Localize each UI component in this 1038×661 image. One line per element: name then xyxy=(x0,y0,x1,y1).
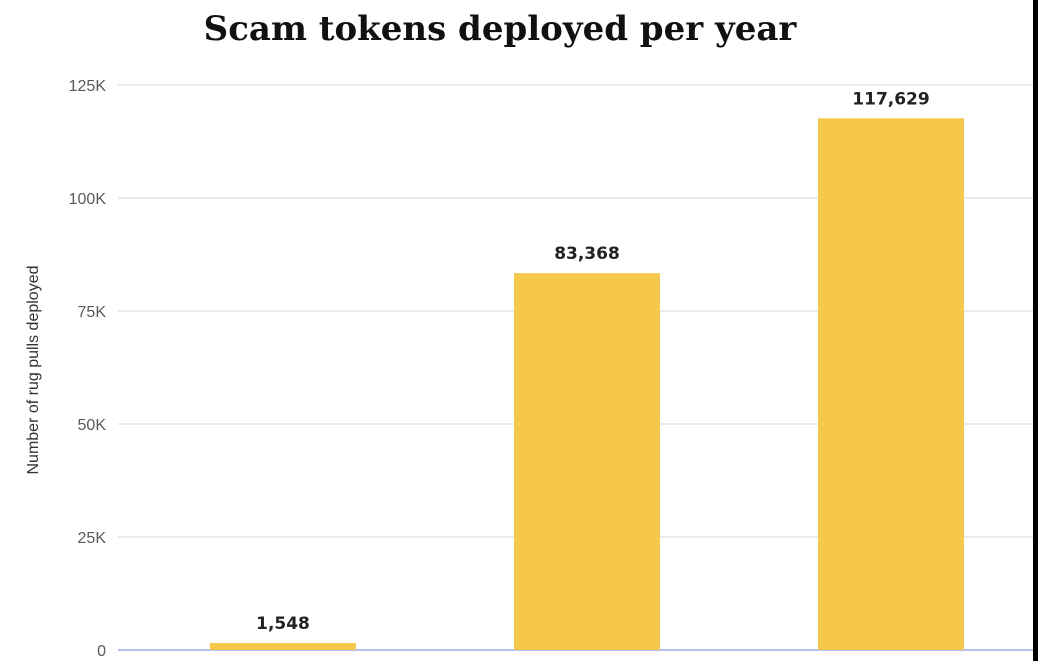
right-edge-border xyxy=(1033,0,1038,661)
y-axis-label: Number of rug pulls deployed xyxy=(25,265,42,474)
y-axis-ticks: 0 25K 50K 75K 100K 125K xyxy=(69,78,107,660)
bars xyxy=(210,118,964,651)
y-tick-label: 100K xyxy=(69,191,107,208)
bar xyxy=(514,273,660,650)
bar xyxy=(818,118,964,651)
bar-value-labels: 1,548 83,368 117,629 xyxy=(256,89,930,634)
y-tick-label: 125K xyxy=(69,78,107,95)
bar-value-label: 1,548 xyxy=(256,614,310,634)
y-tick-label: 25K xyxy=(78,530,107,547)
bar-value-label: 117,629 xyxy=(852,89,929,109)
y-tick-label: 75K xyxy=(78,304,107,321)
y-tick-label: 0 xyxy=(97,643,106,660)
y-tick-label: 50K xyxy=(78,417,107,434)
bar xyxy=(210,643,356,650)
bar-value-label: 83,368 xyxy=(554,244,620,264)
chart-title: Scam tokens deployed per year xyxy=(204,9,798,49)
